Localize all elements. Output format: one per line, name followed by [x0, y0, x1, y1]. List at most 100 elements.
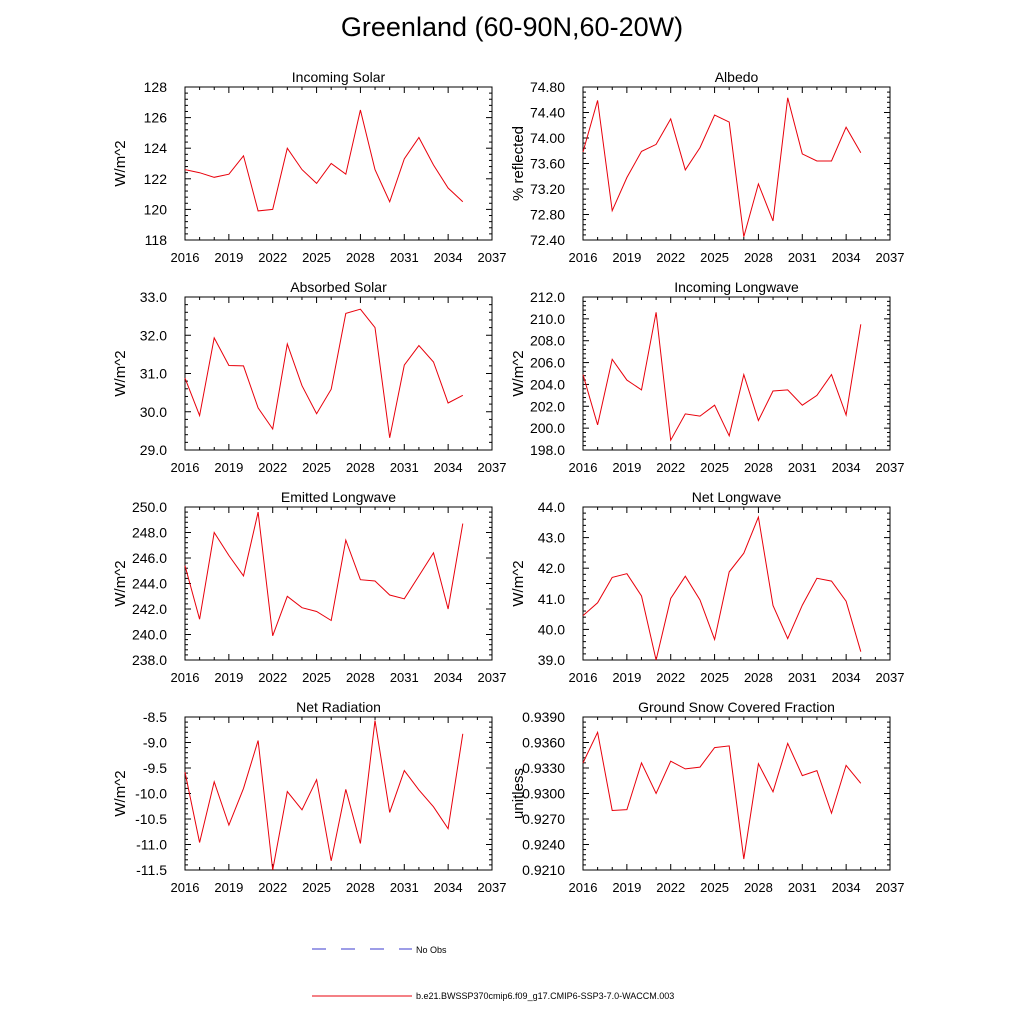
series-line-1 [184, 308, 464, 438]
chart-panel-6: Net Longwave 2016 2019 2022 2025 2028 2031 2034… [510, 489, 904, 685]
y-tick-label: 204.0 [530, 376, 565, 392]
chart-panel-7: Net Radiation 2016 2019 2022 2025 2028 2031 203… [112, 699, 506, 895]
x-tick-label: 2028 [744, 460, 773, 475]
x-tick-label: 2031 [390, 250, 419, 265]
y-tick-label: -11.5 [136, 862, 167, 878]
y-tick-label: 72.80 [530, 207, 565, 223]
y-tick-label: 41.0 [538, 591, 565, 607]
y-tick-label: 242.0 [132, 601, 167, 617]
page-title: Greenland (60-90N,60-20W) [340, 12, 684, 42]
x-tick-label: 2016 [569, 460, 598, 475]
y-tick-label: 206.0 [530, 355, 565, 371]
x-tick-label: 2025 [700, 880, 729, 895]
panel-title: Net Radiation [296, 699, 381, 715]
x-tick-label: 2031 [788, 460, 817, 475]
x-tick-label: 2025 [302, 880, 331, 895]
y-axis-label: % reflected [510, 126, 527, 201]
y-tick-label: 42.0 [538, 560, 565, 576]
x-tick-label: 2031 [788, 250, 817, 265]
x-tick-label: 2016 [569, 250, 598, 265]
x-tick-label: 2034 [434, 670, 463, 685]
x-tick-label: 2022 [258, 250, 287, 265]
plot-frame [582, 296, 891, 451]
series-line-1 [184, 720, 464, 871]
panel-title: Ground Snow Covered Fraction [638, 699, 835, 715]
series-line-1 [184, 511, 464, 636]
x-tick-label: 2022 [656, 250, 685, 265]
y-tick-label: 0.9360 [522, 735, 565, 751]
x-tick-label: 2031 [788, 880, 817, 895]
y-tick-label: 240.0 [132, 627, 167, 643]
y-tick-label: 120 [144, 201, 168, 217]
x-tick-label: 2022 [656, 880, 685, 895]
x-tick-label: 2031 [788, 670, 817, 685]
x-tick-label: 2031 [390, 880, 419, 895]
y-tick-label: 73.20 [530, 181, 565, 197]
y-tick-label: 33.0 [140, 289, 167, 305]
y-tick-label: 30.0 [140, 404, 167, 420]
x-tick-label: 2025 [700, 250, 729, 265]
y-tick-label: 72.40 [530, 232, 565, 248]
y-tick-label: 29.0 [140, 442, 167, 458]
x-tick-label: 2034 [434, 880, 463, 895]
x-tick-label: 2028 [744, 880, 773, 895]
y-axis-label: W/m^2 [112, 560, 129, 606]
panel-title: Incoming Longwave [674, 279, 799, 295]
chart-panel-4: Incoming Longwave 2016 2019 2022 2025 2028 203… [510, 279, 904, 475]
plot-frame [184, 506, 493, 661]
y-tick-label: 126 [144, 110, 168, 126]
x-tick-label: 2022 [656, 460, 685, 475]
x-tick-label: 2016 [569, 880, 598, 895]
y-axis-label: W/m^2 [510, 560, 527, 606]
y-tick-label: 74.40 [530, 105, 565, 121]
x-tick-label: 2016 [569, 670, 598, 685]
x-tick-label: 2025 [700, 670, 729, 685]
chart-panel-3: Absorbed Solar 2016 2019 2022 2025 2028 2031 20… [112, 279, 506, 475]
y-axis-label: W/m^2 [112, 350, 129, 396]
x-tick-label: 2028 [744, 250, 773, 265]
x-tick-label: 2037 [478, 670, 507, 685]
chart-panel-1: Incoming Solar 2016 2019 2022 2025 2028 2031 20… [112, 69, 506, 265]
y-axis-label: unitless [510, 768, 527, 819]
y-tick-label: 74.00 [530, 130, 565, 146]
x-tick-label: 2019 [214, 880, 243, 895]
y-tick-label: 124 [144, 140, 168, 156]
y-tick-label: 202.0 [530, 398, 565, 414]
x-tick-label: 2037 [876, 880, 905, 895]
plot-frame [184, 716, 493, 871]
y-axis-label: W/m^2 [112, 140, 129, 186]
plot-frame [582, 86, 891, 241]
y-tick-label: -10.5 [135, 811, 167, 827]
y-tick-label: 39.0 [538, 652, 565, 668]
y-tick-label: 118 [145, 232, 168, 248]
x-tick-label: 2034 [434, 250, 463, 265]
panel-title: Albedo [715, 69, 759, 85]
y-tick-label: 128 [144, 79, 168, 95]
x-tick-label: 2031 [390, 460, 419, 475]
y-tick-label: 40.0 [538, 621, 565, 637]
y-tick-label: 32.0 [140, 327, 167, 343]
panel-title: Emitted Longwave [281, 489, 396, 505]
y-tick-label: -9.0 [143, 735, 167, 751]
y-tick-label: 0.9390 [522, 709, 565, 725]
y-axis-label: W/m^2 [510, 350, 527, 396]
x-tick-label: 2034 [832, 460, 861, 475]
x-tick-label: 2019 [612, 670, 641, 685]
x-tick-label: 2037 [478, 250, 507, 265]
x-tick-label: 2022 [656, 670, 685, 685]
y-tick-label: 212.0 [530, 289, 565, 305]
y-tick-label: 198.0 [530, 442, 565, 458]
x-tick-label: 2034 [832, 670, 861, 685]
x-tick-label: 2016 [171, 670, 200, 685]
y-tick-label: -10.0 [135, 786, 167, 802]
x-tick-label: 2019 [612, 250, 641, 265]
y-axis-label: W/m^2 [112, 770, 129, 816]
x-tick-label: 2016 [171, 250, 200, 265]
x-tick-label: 2034 [832, 880, 861, 895]
y-tick-label: 210.0 [530, 311, 565, 327]
y-tick-label: 0.9210 [522, 862, 565, 878]
x-tick-label: 2025 [302, 460, 331, 475]
x-tick-label: 2016 [171, 880, 200, 895]
y-tick-label: 43.0 [538, 530, 565, 546]
series-line-1 [582, 97, 862, 237]
